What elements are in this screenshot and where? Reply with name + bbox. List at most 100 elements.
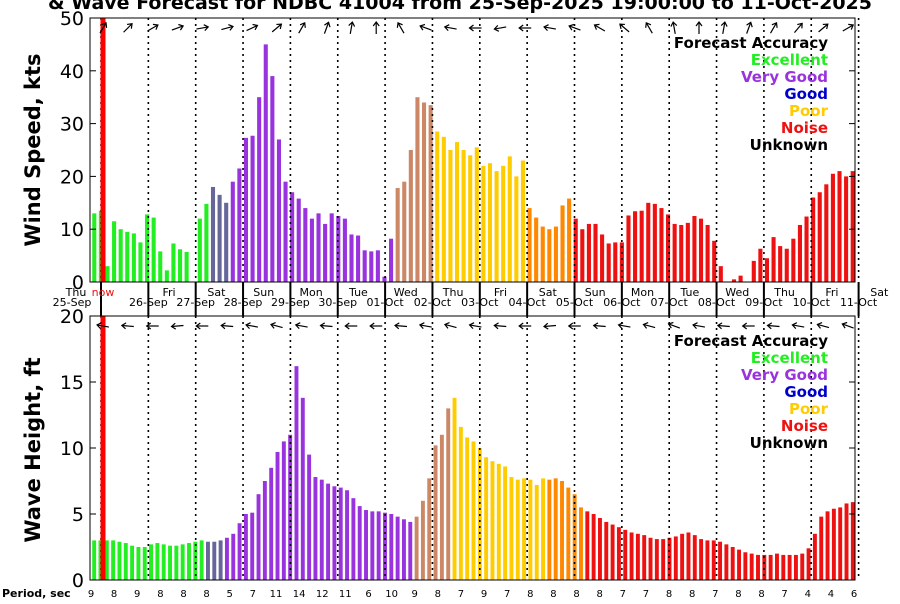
wind-bar [619,242,624,282]
wind-bar [501,165,506,282]
period-value: 8 [597,589,603,600]
wind-direction-arrow-icon [221,24,234,31]
wind-bar [626,215,631,282]
wind-bar [257,97,262,282]
period-value: 7 [620,589,626,600]
day-label: Tue [679,286,699,299]
wind-bar [698,218,704,282]
wind-bar [448,150,453,282]
period-value: 8 [550,589,556,600]
date-label: 27-Sep [176,296,215,309]
wind-direction-arrow-icon [271,23,283,33]
wave-bar [389,514,394,580]
wave-bar [313,477,318,580]
wave-bar [281,441,286,580]
wind-legend-item: Very Good [741,68,828,86]
wind-bar [131,233,136,282]
date-label: 26-Sep [129,296,168,309]
wind-bar [481,165,486,282]
wind-bar [659,208,664,282]
wave-direction-arrow-icon [667,321,681,329]
wind-bar [349,234,354,282]
wave-bar [844,503,849,580]
wind-direction-arrow-icon [842,23,855,32]
wind-bar [454,142,460,282]
wave-bar [199,540,204,580]
wind-bar [830,173,835,282]
wind-bar [580,229,585,282]
wind-direction-arrow-icon [348,21,356,35]
wind-direction-arrow-icon [246,23,259,32]
wind-direction-arrow-icon [99,21,108,34]
wind-bar [837,171,842,282]
wind-bar [705,224,710,282]
date-label: 06-Oct [603,296,641,309]
period-value: 7 [712,589,718,600]
wind-bar [408,150,413,282]
wave-direction-arrow-icon [195,322,209,330]
day-label: Mon [299,286,322,299]
wave-bar [262,481,267,580]
wave-bar [149,544,154,580]
day-label: Sat [207,286,226,299]
wave-bar [446,408,451,580]
wave-ytick-label: 5 [72,504,84,526]
wind-direction-arrow-icon [518,24,532,32]
wind-bar [243,137,249,282]
wind-bar [540,226,545,282]
wind-direction-arrow-icon [396,21,405,34]
wave-bar [471,441,476,580]
date-label: 04-Oct [509,296,547,309]
wind-bar [461,150,466,282]
wind-bar [356,235,361,282]
wind-bar [718,266,723,282]
wave-bar [699,539,704,580]
wind-direction-arrow-icon [123,23,133,33]
wave-bar [850,502,855,580]
wave-bar [180,544,185,580]
date-label: 29-Sep [271,296,310,309]
wind-bar [309,218,314,282]
wind-bar [296,198,301,282]
wind-bar [639,210,644,282]
wave-bar [294,366,299,580]
wave-bar [111,540,116,580]
wind-bar [270,76,275,282]
wind-y-axis: 0 10 20 30 40 50 [60,8,855,294]
wind-bar [520,160,526,282]
wave-bar [585,511,590,580]
wave-bar [427,478,432,580]
wind-ytick-label: 30 [60,114,84,136]
wave-bar [800,553,805,580]
wave-day-dividers [100,316,860,580]
wind-bar [151,217,156,282]
wave-bar [98,540,103,580]
wind-bar [567,198,572,282]
wave-bar [756,554,760,580]
wind-bar [336,216,341,282]
wave-bar [408,521,413,580]
wave-bar [345,490,350,580]
wind-direction-arrow-icon [372,21,380,34]
wave-bar [357,506,362,580]
wind-bar [824,184,829,282]
period-value: 8 [573,589,579,600]
wind-direction-arrow-icon [443,24,457,32]
wind-bar [118,229,123,282]
wave-bar [484,457,489,580]
wave-direction-arrow-icon [418,322,432,330]
wave-bar [553,478,558,580]
wind-ytick-label: 0 [72,272,84,294]
wave-bar [136,547,141,580]
wind-bar [738,275,743,282]
wind-y-label: Wind Speed, kts [21,53,45,246]
wave-direction-arrow-icon [791,322,805,330]
wind-bar [138,242,143,282]
wind-bar [685,222,690,282]
wave-bar [193,541,198,580]
wind-bar [514,176,519,282]
wind-bar [791,238,796,282]
wave-bar [168,545,172,580]
